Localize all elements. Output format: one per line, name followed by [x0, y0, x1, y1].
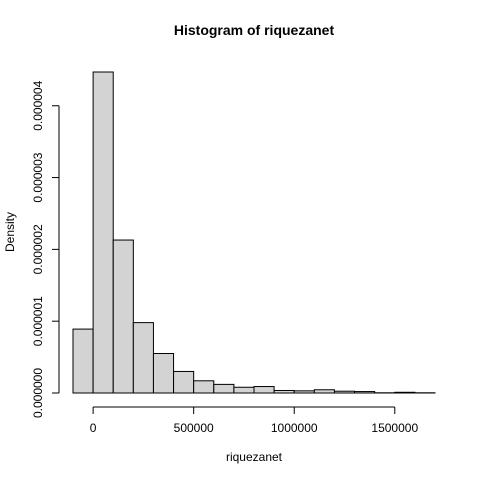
histogram-bar: [394, 391, 416, 394]
histogram-bar: [313, 389, 335, 394]
y-axis: 0.000000 0.000001 0.000002 0.000003 0.000004: [31, 80, 60, 418]
x-axis-label: riquezanet: [226, 450, 283, 464]
histogram-bar: [112, 239, 134, 394]
histogram-bar: [293, 390, 315, 394]
y-axis-label: Density: [3, 212, 17, 252]
x-axis: 0 500000 1000000 1500000: [90, 406, 418, 435]
y-tick-label: 0.000001: [31, 296, 45, 346]
histogram-bar: [354, 391, 376, 394]
x-tick-label: 1500000: [371, 421, 418, 435]
histogram-bar: [233, 386, 255, 394]
y-tick-label: 0.000003: [31, 152, 45, 202]
bars-group: [72, 71, 436, 394]
y-tick-label: 0.000002: [31, 224, 45, 274]
histogram-bar: [333, 390, 356, 394]
chart-title: Histogram of riquezanet: [174, 22, 335, 38]
histogram-bar: [193, 380, 215, 394]
y-tick-label: 0.000004: [31, 80, 45, 130]
histogram-bar: [152, 353, 175, 394]
x-tick-label: 1000000: [271, 421, 318, 435]
histogram-bar: [273, 389, 295, 394]
histogram-bar: [72, 328, 94, 394]
histogram-bar: [213, 383, 235, 394]
histogram-bar: [132, 322, 154, 394]
y-tick-label: 0.000000: [31, 368, 45, 418]
x-tick-label: 0: [90, 421, 97, 435]
x-tick-label: 500000: [174, 421, 214, 435]
histogram-bar: [253, 386, 275, 394]
histogram-bar: [92, 71, 114, 394]
histogram-bar: [173, 370, 195, 394]
